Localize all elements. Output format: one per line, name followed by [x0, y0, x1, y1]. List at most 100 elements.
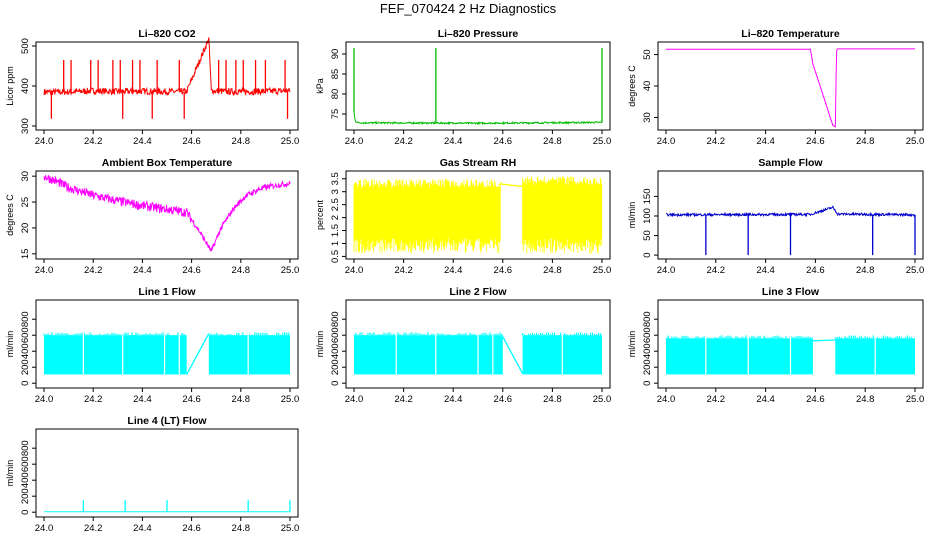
x-tick-label: 24.2	[84, 394, 103, 405]
panel-pressure: Li–820 Pressure 24.0 24.2 24.4 24.6 24.8 25.0 7…	[315, 28, 611, 147]
x-tick-label: 24.0	[657, 265, 676, 276]
x-tick-label: 24.8	[232, 265, 251, 276]
series-rh	[353, 176, 603, 254]
plot-frame	[657, 170, 924, 260]
y-axis-label: ml/min	[5, 460, 15, 487]
x-tick-label: 24.6	[494, 265, 513, 276]
series-line-1	[43, 332, 290, 375]
y-tick-label: 40	[642, 81, 653, 92]
x-tick-label: 25.0	[281, 394, 300, 405]
y-tick-label: 400	[330, 343, 341, 359]
y-tick-label: 0	[20, 510, 31, 515]
band-edge	[522, 332, 602, 336]
data-line	[353, 111, 603, 126]
bridge-line	[186, 333, 210, 375]
plot-frame	[657, 41, 924, 131]
panel-rh: Gas Stream RH 24.0 24.2 24.4 24.6 24.8 25.0 0.5…	[315, 157, 611, 276]
x-tick-label: 25.0	[593, 394, 612, 405]
series-box-temp	[43, 175, 291, 252]
data-line	[43, 175, 291, 252]
x-tick-label: 25.0	[906, 265, 925, 276]
y-tick-label: 1.5	[330, 224, 341, 237]
x-tick-label: 24.0	[345, 394, 364, 405]
series-line-3	[665, 333, 915, 375]
x-tick-label: 25.0	[593, 136, 612, 147]
y-tick-label: 400	[20, 472, 31, 488]
y-tick-label: 2	[330, 215, 341, 220]
x-tick-label: 24.4	[444, 394, 463, 405]
flow-band	[666, 338, 813, 375]
x-tick-label: 24.2	[84, 523, 103, 534]
y-tick-label: 200	[20, 359, 31, 375]
x-tick-label: 24.6	[806, 136, 825, 147]
panel-title: Li–820 CO2	[138, 28, 195, 40]
y-tick-label: 30	[642, 112, 653, 123]
y-tick-label: 3.5	[330, 172, 341, 185]
plot-frame	[345, 170, 611, 260]
x-tick-label: 24.0	[35, 394, 54, 405]
series-line-4	[44, 500, 291, 513]
panel-title: Ambient Box Temperature	[102, 157, 233, 169]
band-edge	[353, 332, 503, 336]
x-tick-label: 25.0	[281, 136, 300, 147]
y-tick-label: 75	[330, 109, 341, 120]
y-tick-label: 0	[20, 381, 31, 386]
y-tick-label: 200	[330, 359, 341, 375]
flow-band	[354, 335, 503, 375]
x-tick-label: 24.0	[35, 265, 54, 276]
x-tick-label: 24.8	[232, 394, 251, 405]
plot-frame	[35, 170, 299, 260]
x-tick-label: 24.6	[806, 394, 825, 405]
plot-frame	[345, 41, 611, 131]
x-tick-label: 25.0	[906, 136, 925, 147]
x-tick-label: 24.6	[182, 265, 201, 276]
y-tick-label: 200	[20, 488, 31, 504]
y-tick-label: 3	[330, 189, 341, 194]
y-tick-label: 0	[330, 381, 341, 386]
y-tick-label: 90	[330, 49, 341, 60]
plot-frame	[657, 299, 924, 389]
y-tick-label: 80	[330, 89, 341, 100]
rh-band	[522, 176, 603, 254]
x-tick-label: 24.8	[543, 136, 562, 147]
x-tick-label: 24.8	[232, 136, 251, 147]
y-tick-label: 50	[642, 230, 653, 241]
y-tick-label: 800	[20, 311, 31, 327]
figure-title: FEF_070424 2 Hz Diagnostics	[379, 1, 557, 16]
x-tick-label: 24.2	[707, 265, 726, 276]
y-tick-label: 600	[330, 327, 341, 343]
panel-title: Line 2 Flow	[449, 286, 507, 298]
x-tick-label: 24.4	[133, 136, 152, 147]
x-tick-label: 24.0	[35, 136, 54, 147]
y-axis-label: Licor ppm	[5, 66, 15, 106]
y-tick-label: 20	[20, 223, 31, 234]
panel-title: Sample Flow	[758, 157, 823, 169]
x-tick-label: 24.2	[84, 265, 103, 276]
panel-line4: Line 4 (LT) Flow 24.0 24.2 24.4 24.6 24.8 25.0…	[5, 415, 299, 534]
panel-line2: Line 2 Flow 24.0 24.2 24.4 24.6 24.8 25.0 0 2004…	[315, 286, 611, 405]
bridge-line	[812, 339, 836, 342]
data-line	[666, 48, 915, 128]
y-tick-label: 30	[20, 171, 31, 182]
x-tick-label: 24.8	[856, 136, 875, 147]
y-axis-label: degrees C	[5, 194, 15, 236]
y-tick-label: 1	[330, 241, 341, 246]
y-axis-label: ml/min	[627, 202, 637, 229]
series-pressure	[353, 48, 603, 126]
x-tick-label: 24.6	[494, 394, 513, 405]
x-tick-label: 24.2	[394, 394, 413, 405]
panel-title: Line 3 Flow	[762, 286, 820, 298]
bridge-line	[502, 336, 524, 374]
y-tick-label: 85	[330, 69, 341, 80]
panel-title: Li–820 Pressure	[438, 28, 519, 40]
x-tick-label: 24.4	[444, 136, 463, 147]
panel-title: Line 1 Flow	[138, 286, 196, 298]
panel-line3: Line 3 Flow 24.0 24.2 24.4 24.6 24.8 25.0 0 2004…	[627, 286, 924, 405]
y-axis-label: ml/min	[627, 331, 637, 358]
y-tick-label: 600	[642, 327, 653, 343]
data-line	[43, 37, 291, 97]
bridge-line	[500, 183, 523, 188]
y-tick-label: 400	[20, 343, 31, 359]
x-tick-label: 24.2	[707, 394, 726, 405]
x-tick-label: 25.0	[593, 265, 612, 276]
